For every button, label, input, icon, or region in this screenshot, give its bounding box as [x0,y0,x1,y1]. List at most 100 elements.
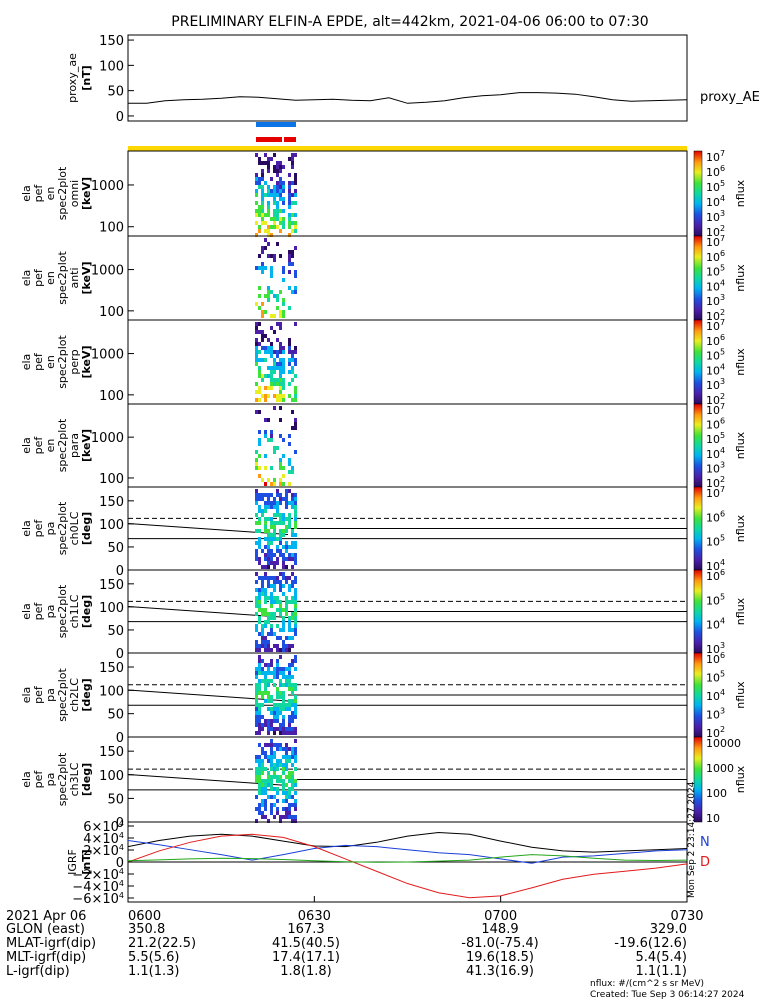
spectrogram-pixel [294,177,297,181]
spectrogram-pixel [282,225,285,229]
spectrogram-pixel [294,592,297,596]
spectrogram-pixel [294,193,297,197]
spectrogram-pixel [276,576,279,580]
spectrogram-pixel [264,482,267,486]
spectrogram-pixel [255,382,258,386]
spectrogram-pixel [264,229,267,233]
spectrogram-pixel [288,815,291,819]
spectrogram-pixel [273,584,276,588]
spectrogram-pixel [288,517,291,521]
spectrogram-pixel [282,565,285,569]
panel-ylabel-word: spec2plot [56,335,69,389]
spectrogram-pixel [264,640,267,644]
spectrogram-pixel [261,759,264,763]
spectrogram-pixel [261,671,264,675]
ytick-label: 1000 [91,179,124,194]
spectrogram-pixel [282,482,285,486]
spectrogram-pixel [294,189,297,193]
spectrogram-pixel [291,751,294,755]
spectrogram-pixel [267,640,270,644]
spectrogram-pixel [291,470,294,474]
spectrogram-pixel [288,350,291,354]
spectrogram-pixel [255,600,258,604]
spectrogram-pixel [261,771,264,775]
spectrogram-pixel [282,608,285,612]
spectrogram-pixel [279,378,282,382]
spectrogram-pixel [279,759,282,763]
spectrogram-pixel [255,667,258,671]
spectrogram-pixel [261,723,264,727]
spectrogram-pixel [255,707,258,711]
panel-ylabel-word: spec2plot [56,418,69,472]
spectrogram-pixel [258,679,261,683]
spectrogram-pixel [279,482,282,486]
spectrogram-pixel [294,815,297,819]
spectrogram-pixel [270,430,273,434]
spectrogram-pixel [261,612,264,616]
spectrogram-pixel [270,505,273,509]
colorbar-tick-label: 103 [706,707,725,722]
panel-ylabel-word: pef [32,436,45,455]
spectrogram-pixel [276,600,279,604]
panel-ylabel-word: ela [20,520,33,537]
spectrogram-pixel [273,314,276,318]
panel-ylabel-word: en [44,271,57,285]
spectrogram-pixel [261,250,264,254]
spectrogram-pixel [273,505,276,509]
spectrogram-pixel [294,362,297,366]
spectrogram-pixel [273,254,276,258]
footer-value: 1.1(1.1) [636,964,688,979]
spectrogram-pixel [255,354,258,358]
spectrogram-pixel [285,791,288,795]
spectrogram-pixel [264,644,267,648]
colorbar-tick-label: 103 [706,460,725,475]
ytick-label: 100 [99,601,124,616]
spectrogram-pixel [279,775,282,779]
footer-value: 1.1(1.3) [128,964,180,979]
spectrogram-pixel [282,715,285,719]
spectrogram-pixel [276,743,279,747]
spectrogram-pixel [294,596,297,600]
spectrogram-pixel [279,434,282,438]
spectrogram-pixel [258,358,261,362]
spectrogram-pixel [258,342,261,346]
spectrogram-pixel [258,576,261,580]
spectrogram-pixel [255,497,258,501]
spectrogram-pixel [294,509,297,513]
spectrogram-pixel [258,545,261,549]
spectrogram-pixel [294,545,297,549]
spectrogram-pixel [273,743,276,747]
spectrogram-pixel [264,358,267,362]
spectrogram-pixel [273,576,276,580]
spectrogram-pixel [261,592,264,596]
spectrogram-pixel [282,366,285,370]
spectrogram-pixel [261,201,264,205]
spectrogram-pixel [288,683,291,687]
spectrogram-pixel [261,314,264,318]
spectrogram-pixel [255,201,258,205]
colorbar-tick-label: 104 [706,194,725,209]
spectrogram-pixel [276,205,279,209]
spectrogram-pixel [267,616,270,620]
spectrogram-pixel [258,505,261,509]
spectrogram-pixel [276,719,279,723]
spectrogram-pixel [267,290,270,294]
spectrogram-pixel [273,561,276,565]
spectrogram-pixel [279,342,282,346]
spectrogram-pixel [285,557,288,561]
colorbar [693,736,703,823]
spectrogram-pixel [273,763,276,767]
spectrogram-pixel [276,659,279,663]
spectrogram-pixel [279,501,282,505]
spectrogram-pixel [258,517,261,521]
colorbar [693,403,703,488]
spectrogram-pixel [279,612,282,616]
spectrogram-pixel [282,553,285,557]
spectrogram-pixel [294,201,297,205]
spectrogram-pixel [258,386,261,390]
ytick-label: 0 [116,564,124,579]
spectrogram-pixel [279,326,282,330]
spectrogram-pixel [294,497,297,501]
spectrogram-pixel [258,161,261,165]
